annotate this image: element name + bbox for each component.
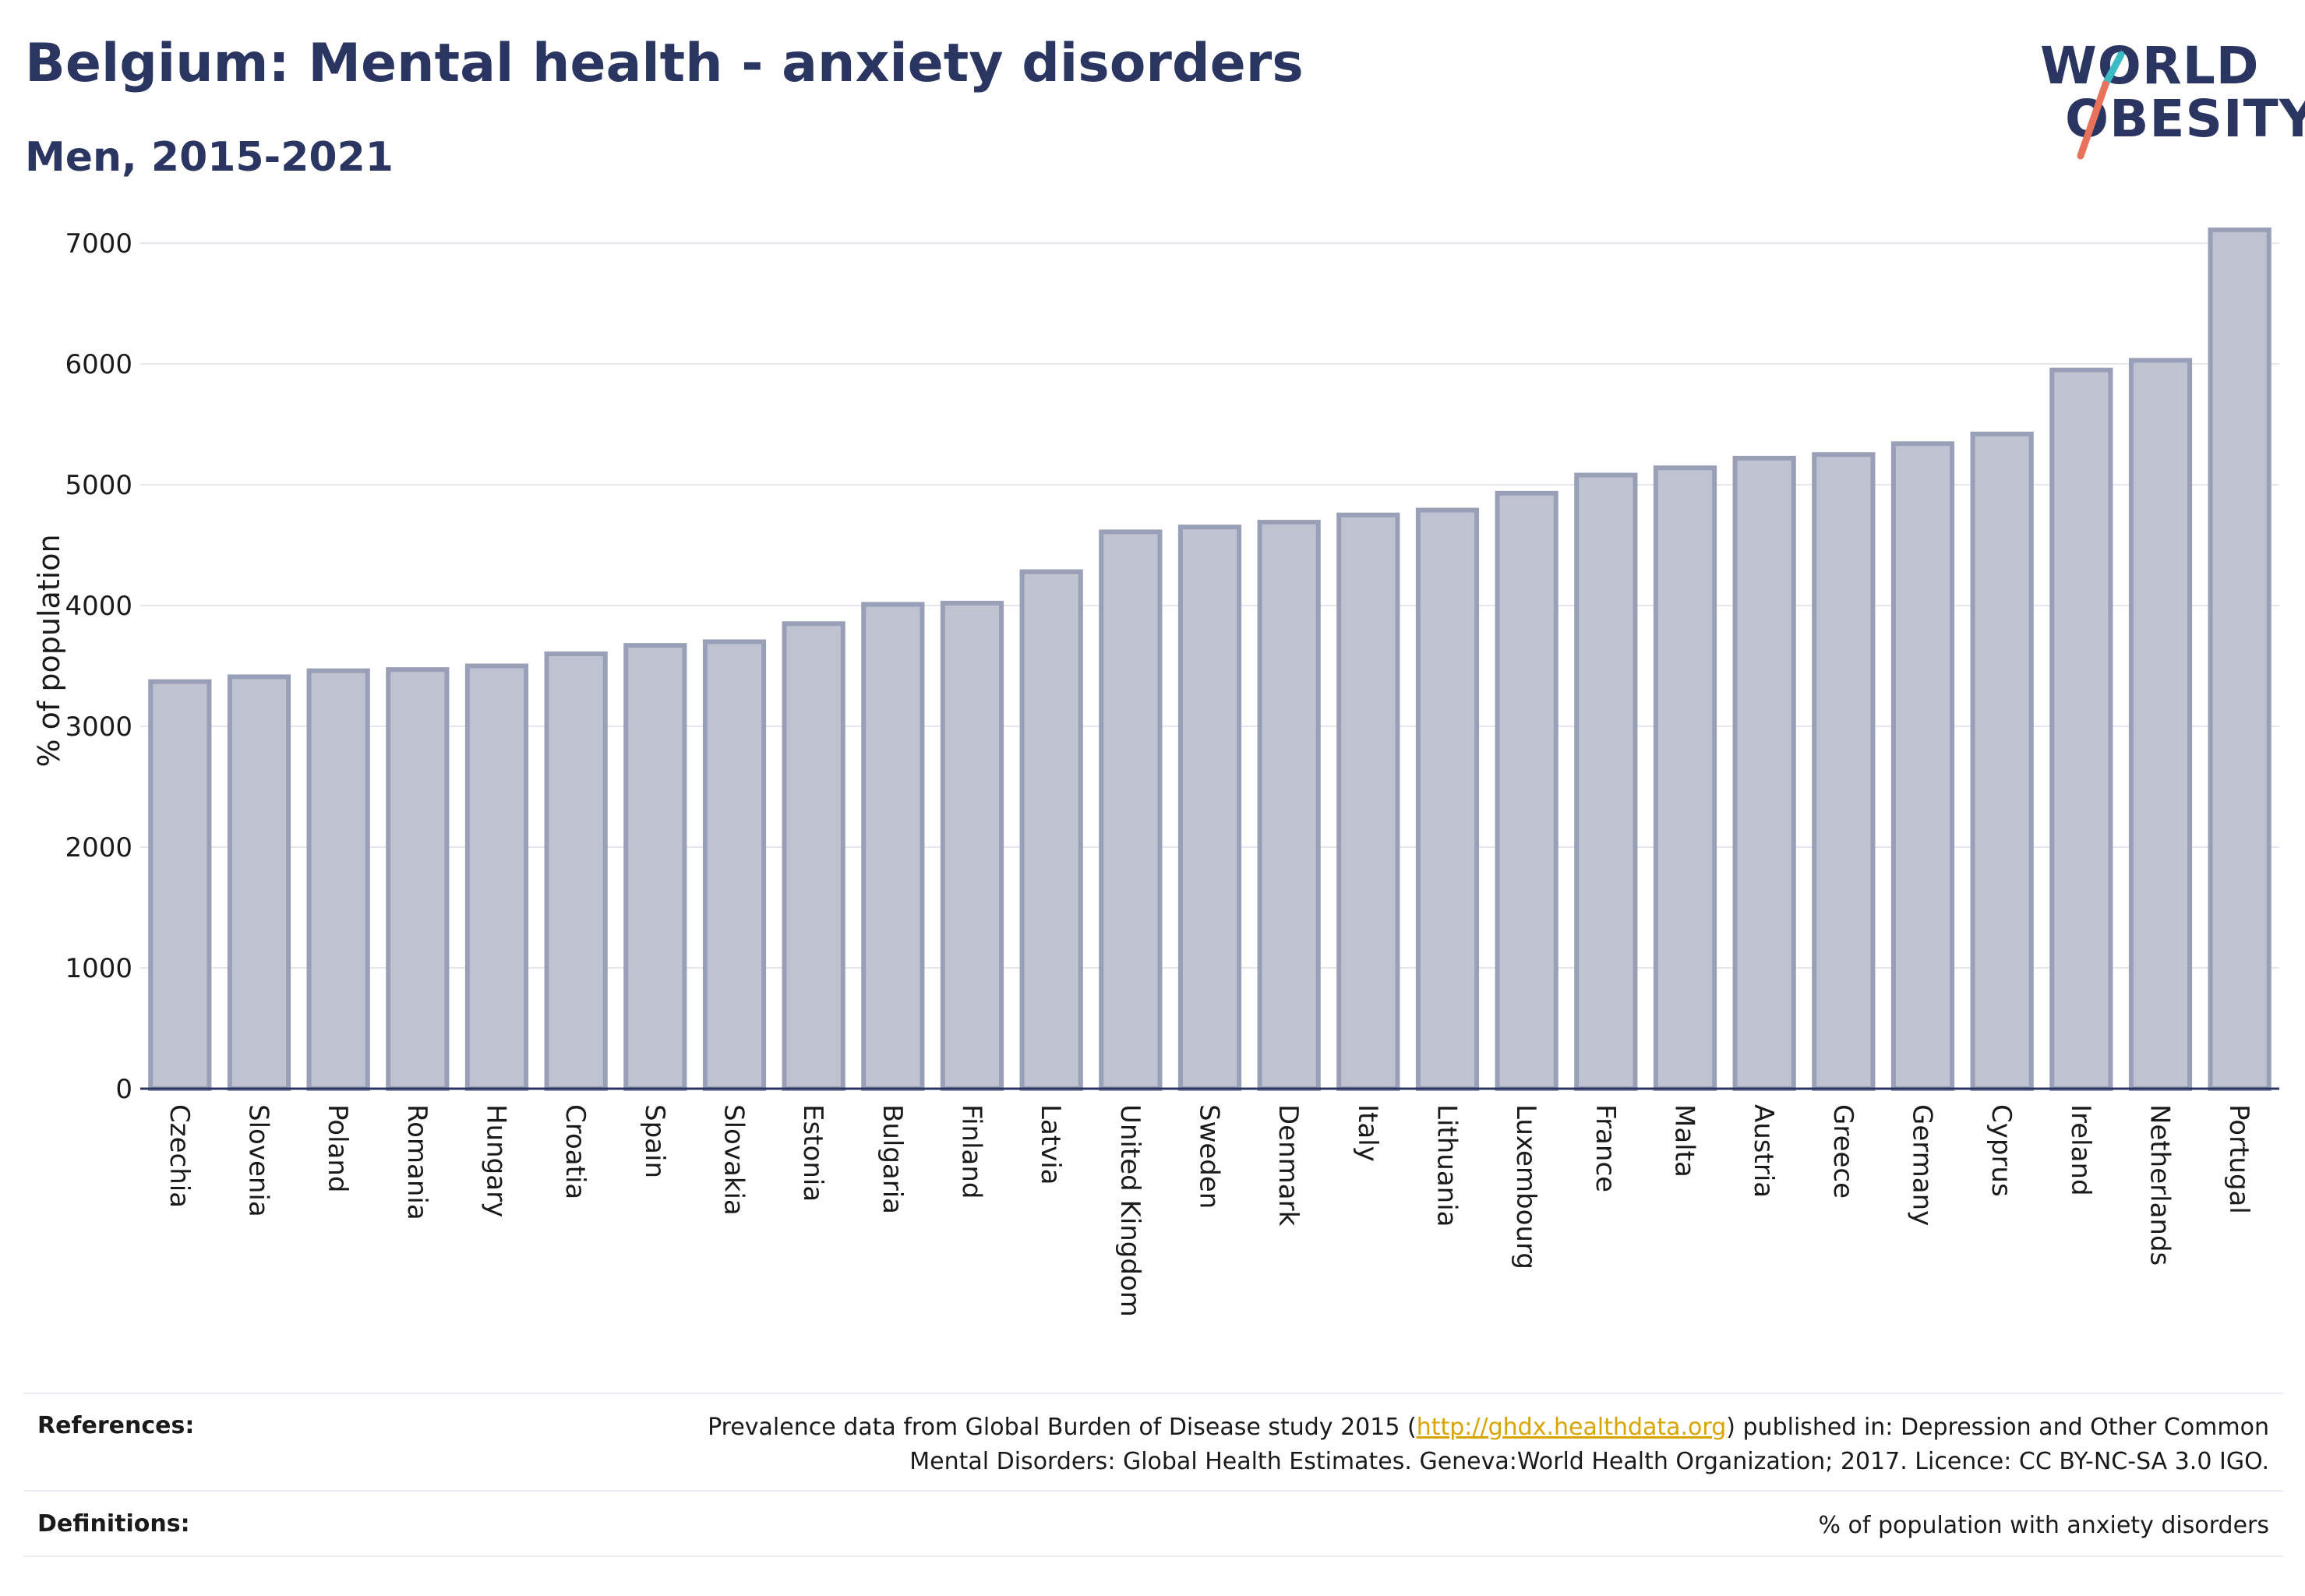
bar-chart: % of population 0 1000 2000 3000 4000 5000 600… [32,227,2279,1317]
x-tick-label: Italy [1352,1104,1383,1162]
x-tick-label: Luxembourg [1510,1104,1541,1269]
x-tick-label: Lithuania [1431,1104,1463,1227]
x-tick-label: Slovakia [718,1104,750,1216]
bar [227,674,291,1091]
bar [1257,520,1321,1091]
y-tick-label: 0 [115,1074,132,1105]
x-tick-label: Romania [401,1104,432,1220]
x-tick-label: Denmark [1273,1104,1304,1227]
references-text-after: ) published in: Depression and Other Com… [1726,1414,2269,1441]
x-tick-label: France [1590,1104,1621,1192]
bars [148,227,2271,1092]
bar [1812,452,1876,1091]
y-tick-labels: 0 1000 2000 3000 4000 5000 6000 7000 [65,228,132,1105]
footer-divider-bottom [23,1555,2283,1557]
page-subtitle: Men, 2015-2021 [25,134,394,181]
x-tick-label: Latvia [1035,1104,1066,1185]
bar [306,668,370,1091]
bar [1495,490,1558,1092]
x-tick-label: Cyprus [1986,1104,2017,1197]
bar [1177,524,1242,1091]
y-tick-label: 2000 [65,832,132,863]
references-text-line2: Mental Disorders: Global Health Estimate… [909,1448,2269,1475]
bar [623,643,687,1091]
x-tick-label: Sweden [1194,1104,1225,1209]
references-text: Prevalence data from Global Burden of Di… [555,1411,2269,1479]
logo-slash-icon [2077,51,2125,160]
x-tick-label: Austria [1748,1104,1779,1198]
bar [1574,472,1638,1092]
x-tick-label: Germany [1907,1104,1938,1226]
bar [2049,367,2113,1091]
y-tick-label: 6000 [65,349,132,380]
bar [1336,512,1400,1091]
y-tick-label: 7000 [65,228,132,260]
references-text-before: Prevalence data from Global Burden of Di… [708,1414,1417,1441]
x-tick-label: United Kingdom [1114,1104,1145,1317]
x-tick-label: Slovenia [243,1104,274,1217]
x-tick-label: Czechia [164,1104,195,1208]
footer-divider-top [23,1393,2283,1394]
bar [1099,529,1163,1091]
bar [1890,441,1955,1091]
bar [1019,569,1083,1092]
x-tick-label: Portugal [2223,1104,2254,1214]
y-axis-label: % of population [32,534,66,767]
bar [1970,431,2034,1091]
x-tick-label: Spain [639,1104,670,1178]
x-tick-label: Ireland [2065,1104,2096,1196]
bar [148,679,212,1091]
x-tick-label: Poland [322,1104,353,1193]
y-tick-label: 4000 [65,591,132,622]
references-link[interactable]: http://ghdx.healthdata.org [1416,1414,1727,1441]
bar [386,667,450,1091]
x-tick-label: Netherlands [2144,1104,2176,1266]
y-tick-label: 5000 [65,470,132,501]
bar [861,602,925,1091]
world-obesity-logo: WORLD OBESITY [2026,31,2305,171]
bar [782,621,845,1091]
x-tick-label: Finland [956,1104,987,1199]
x-tick-label: Hungary [481,1104,512,1217]
bar [702,639,767,1091]
x-tick-label: Croatia [559,1104,591,1199]
bar [1415,507,1480,1091]
definitions-label: Definitions: [37,1510,190,1538]
definitions-text: % of population with anxiety disorders [1818,1512,2269,1539]
bar [544,651,608,1091]
x-tick-label: Greece [1827,1104,1858,1199]
references-label: References: [37,1412,195,1439]
bar [464,663,529,1091]
bar [2208,227,2271,1092]
logo-text-line1: WORLD [2040,36,2260,96]
page-title: Belgium: Mental health - anxiety disorde… [25,33,1304,94]
x-tick-labels: Czechia Slovenia Poland Romania Hungary Croat… [164,1104,2254,1317]
y-tick-label: 1000 [65,953,132,984]
footer-divider-middle [23,1490,2283,1492]
bar [1732,455,1796,1091]
logo-text-line2: OBESITY [2065,89,2305,149]
bar [2128,358,2193,1092]
bar [1653,465,1717,1091]
bar [940,600,1004,1091]
x-tick-label: Estonia [797,1104,828,1202]
y-tick-label: 3000 [65,711,132,743]
x-tick-label: Bulgaria [877,1104,908,1214]
x-tick-label: Malta [1669,1104,1700,1178]
